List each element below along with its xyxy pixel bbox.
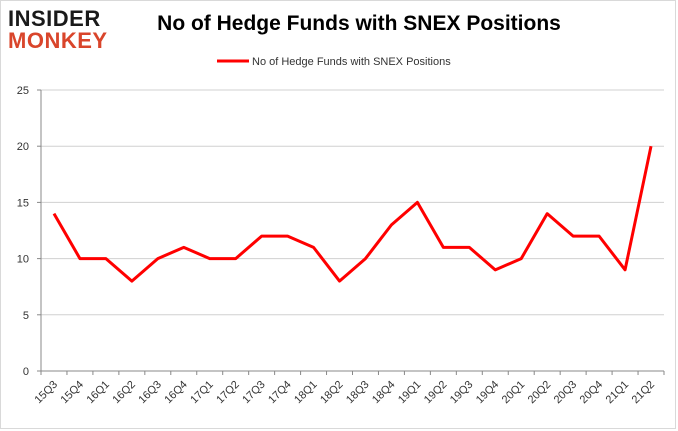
x-tick-label: 16Q3 [136, 379, 164, 407]
axes [40, 90, 664, 372]
x-tick-label: 21Q1 [604, 379, 632, 407]
x-tick-label: 20Q3 [552, 379, 580, 407]
x-tick-label: 19Q1 [396, 379, 424, 407]
x-tick-label: 15Q4 [59, 379, 87, 407]
gridlines [41, 89, 664, 316]
x-tick-label: 17Q3 [240, 379, 268, 407]
x-tick-label: 17Q1 [188, 379, 216, 407]
x-tick-label: 20Q2 [526, 379, 554, 407]
x-tick-label: 20Q1 [500, 379, 528, 407]
x-axis-ticks: 15Q315Q416Q116Q216Q316Q417Q117Q217Q317Q4… [33, 371, 665, 407]
y-tick-label: 25 [17, 85, 29, 97]
x-tick-label: 19Q3 [448, 379, 476, 407]
legend-label: No of Hedge Funds with SNEX Positions [252, 56, 451, 68]
y-tick-label: 10 [17, 254, 29, 266]
x-tick-label: 19Q2 [422, 379, 450, 407]
series-line-0 [52, 145, 653, 283]
legend: No of Hedge Funds with SNEX Positions [217, 56, 451, 68]
chart-title: No of Hedge Funds with SNEX Positions [157, 12, 561, 35]
x-tick-label: 17Q4 [266, 379, 294, 407]
series-group [52, 145, 653, 283]
x-tick-label: 17Q2 [214, 379, 242, 407]
y-tick-label: 20 [17, 141, 29, 153]
x-tick-label: 16Q1 [84, 379, 112, 407]
x-tick-label: 18Q1 [292, 379, 320, 407]
insider-monkey-logo: INSIDER MONKEY [8, 6, 126, 52]
x-tick-label: 15Q3 [33, 379, 61, 407]
logo-line-2: MONKEY [8, 28, 108, 53]
x-tick-label: 18Q4 [370, 379, 398, 407]
x-tick-label: 18Q3 [344, 379, 372, 407]
x-tick-label: 20Q4 [578, 379, 606, 407]
x-tick-label: 18Q2 [318, 379, 346, 407]
logo-line-1: INSIDER [8, 6, 101, 31]
y-tick-label: 15 [17, 197, 29, 209]
x-tick-label: 16Q2 [110, 379, 138, 407]
y-axis-ticks: 0 5 10 15 20 25 [17, 85, 41, 378]
x-tick-label: 16Q4 [162, 379, 190, 407]
x-tick-label: 21Q2 [630, 379, 658, 407]
y-tick-label: 5 [23, 310, 29, 322]
x-tick-label: 19Q4 [474, 379, 502, 407]
y-tick-label: 0 [23, 366, 29, 378]
